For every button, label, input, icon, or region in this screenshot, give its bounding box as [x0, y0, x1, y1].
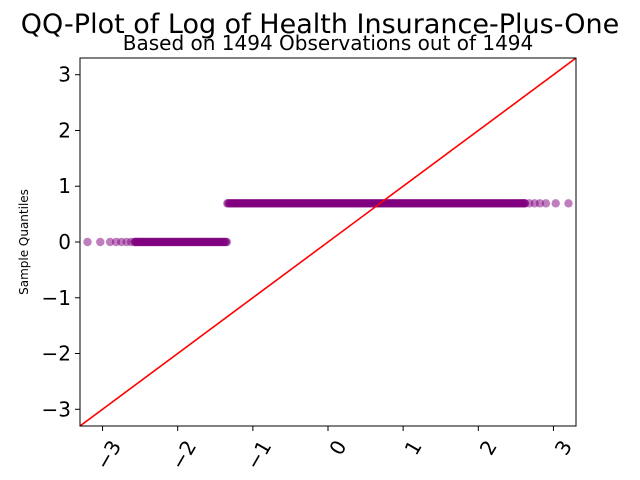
y-tick-label: 3 [58, 63, 71, 87]
data-point [535, 199, 545, 208]
reference-line-group [80, 58, 576, 426]
data-point [541, 199, 551, 208]
y-tick-label: −3 [42, 397, 71, 421]
chart-title: QQ-Plot of Log of Health Insurance-Plus-… [21, 9, 619, 40]
y-tick-label: 0 [58, 230, 71, 254]
data-point [520, 199, 530, 208]
data-point [551, 199, 560, 208]
y-tick-label: 2 [58, 118, 71, 142]
y-axis-label: Sample Quantiles [17, 189, 31, 295]
data-point [96, 237, 105, 247]
data-point [105, 237, 115, 247]
chart-subtitle: Based on 1494 Observations out of 1494 [123, 31, 534, 55]
x-tick-label: −2 [166, 436, 202, 474]
data-point [83, 237, 92, 247]
x-tick-label: 1 [399, 436, 426, 459]
data-points [83, 199, 573, 247]
x-axis-ticks: −3 −2 −1 0 1 2 3 [91, 426, 577, 474]
y-tick-label: −2 [42, 342, 71, 366]
data-point [222, 237, 232, 247]
x-tick-label: −3 [91, 436, 127, 474]
data-point [564, 199, 573, 208]
x-tick-label: 2 [475, 436, 502, 459]
y-tick-label: −1 [42, 286, 71, 310]
x-tick-label: −1 [241, 436, 277, 474]
y-tick-label: 1 [58, 174, 71, 198]
x-tick-label: 0 [324, 436, 351, 459]
reference-line [80, 58, 576, 426]
x-tick-label: 3 [550, 436, 577, 459]
y-axis-ticks: −3 −2 −1 0 1 2 3 [42, 63, 80, 421]
